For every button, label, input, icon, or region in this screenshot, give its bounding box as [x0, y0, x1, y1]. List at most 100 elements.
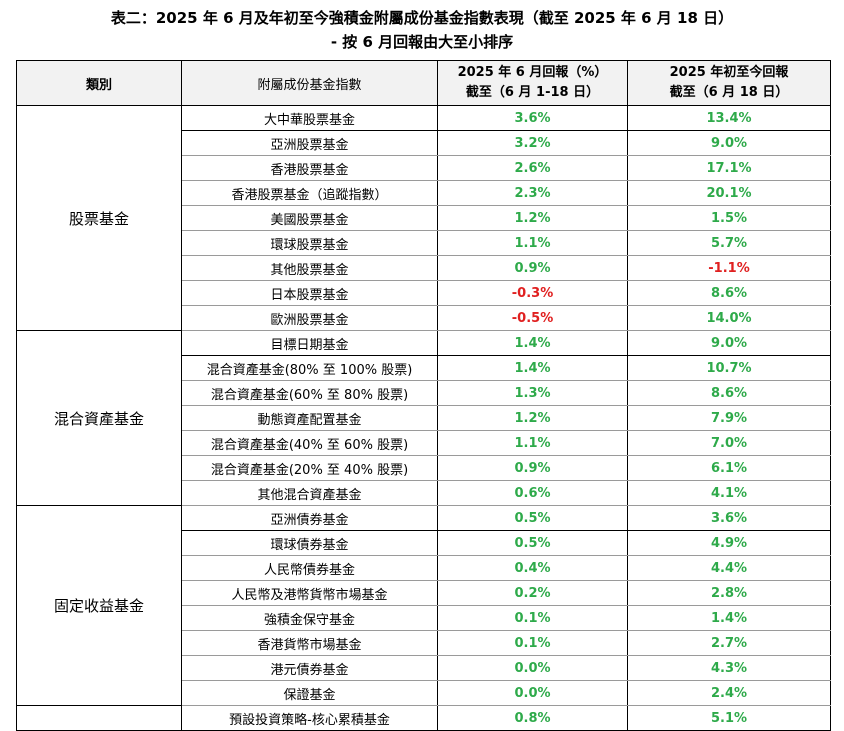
june-return-value: 1.1%: [437, 230, 628, 256]
june-return-value: 0.6%: [437, 480, 628, 506]
table-row: 混合資產基金(80% 至 100% 股票) 1.4% 10.7%: [17, 355, 831, 381]
category-cell: [16, 705, 182, 731]
ytd-return-value: 17.1%: [627, 155, 831, 181]
ytd-return-value: 2.7%: [627, 630, 831, 656]
table-row: 其他股票基金 0.9% -1.1%: [17, 255, 831, 281]
june-return-value: -0.5%: [437, 305, 628, 331]
category-cell: 混合資產基金: [16, 330, 182, 506]
ytd-return-value: 7.0%: [627, 430, 831, 456]
june-return-value: 1.4%: [437, 330, 628, 356]
ytd-return-value: -1.1%: [627, 255, 831, 281]
header-ytd-return: 2025 年初至今回報 截至（6 月 18 日）: [627, 60, 831, 106]
june-return-value: 0.2%: [437, 580, 628, 606]
june-return-value: 2.6%: [437, 155, 628, 181]
ytd-return-value: 4.3%: [627, 655, 831, 681]
table-row: 固定收益基金 亞洲債券基金 0.5% 3.6%: [16, 505, 831, 706]
table-row: 美國股票基金 1.2% 1.5%: [17, 205, 831, 231]
june-return-value: 0.9%: [437, 255, 628, 281]
table-row: 歐洲股票基金 -0.5% 14.0%: [17, 305, 831, 331]
table-row: 動態資產配置基金 1.2% 7.9%: [17, 405, 831, 431]
fund-index-name: 混合資產基金(20% 至 40% 股票): [181, 455, 438, 481]
table-row: 人民幣債券基金 0.4% 4.4%: [17, 555, 831, 581]
ytd-return-value: 9.0%: [627, 330, 831, 356]
june-return-value: 1.2%: [437, 405, 628, 431]
ytd-return-value: 7.9%: [627, 405, 831, 431]
fund-index-name: 人民幣及港幣貨幣市場基金: [181, 580, 438, 606]
fund-index-name: 環球股票基金: [181, 230, 438, 256]
table-title: 表二：2025 年 6 月及年初至今強積金附屬成份基金指數表現（截至 2025 …: [0, 0, 844, 54]
june-return-value: 0.0%: [437, 680, 628, 706]
ytd-return-value: 4.4%: [627, 555, 831, 581]
table-header: 類別 附屬成份基金指數 2025 年 6 月回報（%） 截至（6 月 1-18 …: [16, 60, 831, 106]
ytd-return-value: 4.1%: [627, 480, 831, 506]
ytd-return-value: 1.4%: [627, 605, 831, 631]
title-line-2: - 按 6 月回報由大至小排序: [330, 33, 514, 51]
fund-index-name: 香港股票基金（追蹤指數）: [181, 180, 438, 206]
fund-index-name: 亞洲債券基金: [181, 505, 438, 531]
ytd-return-value: 10.7%: [627, 355, 831, 381]
category-cell: 股票基金: [16, 105, 182, 331]
header-ytd-line-2: 截至（6 月 18 日）: [669, 85, 789, 100]
ytd-return-value: 1.5%: [627, 205, 831, 231]
header-index: 附屬成份基金指數: [181, 60, 438, 106]
june-return-value: 0.8%: [437, 705, 628, 731]
fund-index-name: 港元債券基金: [181, 655, 438, 681]
ytd-return-value: 20.1%: [627, 180, 831, 206]
fund-index-name: 其他混合資產基金: [181, 480, 438, 506]
june-return-value: 1.2%: [437, 205, 628, 231]
header-category: 類別: [16, 60, 182, 106]
fund-index-name: 香港貨幣市場基金: [181, 630, 438, 656]
fund-index-name: 歐洲股票基金: [181, 305, 438, 331]
june-return-value: 0.4%: [437, 555, 628, 581]
table-row: 環球債券基金 0.5% 4.9%: [17, 530, 831, 556]
june-return-value: 3.2%: [437, 130, 628, 156]
june-return-value: 3.6%: [437, 105, 628, 131]
table-body: 股票基金 大中華股票基金 3.6% 13.4% 亞洲股票基金 3.2% 9.0% 香港股票基金…: [16, 105, 831, 731]
fund-index-name: 環球債券基金: [181, 530, 438, 556]
ytd-return-value: 2.4%: [627, 680, 831, 706]
fund-index-name: 其他股票基金: [181, 255, 438, 281]
table-row: 強積金保守基金 0.1% 1.4%: [17, 605, 831, 631]
header-june-line-2: 截至（6 月 1-18 日）: [465, 85, 600, 100]
category-cell: 固定收益基金: [16, 505, 182, 706]
table-row: 日本股票基金 -0.3% 8.6%: [17, 280, 831, 306]
table-row: 預設投資策略-核心累積基金 0.8% 5.1%: [16, 705, 831, 731]
fund-index-name: 人民幣債券基金: [181, 555, 438, 581]
title-line-1: 表二：2025 年 6 月及年初至今強積金附屬成份基金指數表現（截至 2025 …: [110, 9, 734, 27]
june-return-value: 0.0%: [437, 655, 628, 681]
table-row: 香港股票基金 2.6% 17.1%: [17, 155, 831, 181]
fund-index-name: 日本股票基金: [181, 280, 438, 306]
table-row: 香港貨幣市場基金 0.1% 2.7%: [17, 630, 831, 656]
ytd-return-value: 8.6%: [627, 380, 831, 406]
fund-index-name: 混合資產基金(40% 至 60% 股票): [181, 430, 438, 456]
table-row: 香港股票基金（追蹤指數） 2.3% 20.1%: [17, 180, 831, 206]
table-row: 混合資產基金(60% 至 80% 股票) 1.3% 8.6%: [17, 380, 831, 406]
june-return-value: 2.3%: [437, 180, 628, 206]
june-return-value: 1.1%: [437, 430, 628, 456]
fund-index-name: 目標日期基金: [181, 330, 438, 356]
table-row: 混合資產基金 目標日期基金 1.4% 9.0%: [16, 330, 831, 506]
fund-index-name: 強積金保守基金: [181, 605, 438, 631]
june-return-value: 0.1%: [437, 630, 628, 656]
june-return-value: -0.3%: [437, 280, 628, 306]
fund-index-name: 大中華股票基金: [181, 105, 438, 131]
ytd-return-value: 5.1%: [627, 705, 831, 731]
ytd-return-value: 6.1%: [627, 455, 831, 481]
fund-index-name: 預設投資策略-核心累積基金: [181, 705, 438, 731]
ytd-return-value: 13.4%: [627, 105, 831, 131]
fund-index-name: 美國股票基金: [181, 205, 438, 231]
fund-index-name: 混合資產基金(80% 至 100% 股票): [181, 355, 438, 381]
fund-index-name: 亞洲股票基金: [181, 130, 438, 156]
fund-index-name: 保證基金: [181, 680, 438, 706]
header-june-return: 2025 年 6 月回報（%） 截至（6 月 1-18 日）: [437, 60, 628, 106]
june-return-value: 1.4%: [437, 355, 628, 381]
ytd-return-value: 4.9%: [627, 530, 831, 556]
fund-index-name: 香港股票基金: [181, 155, 438, 181]
june-return-value: 0.5%: [437, 530, 628, 556]
june-return-value: 0.5%: [437, 505, 628, 531]
header-ytd-line-1: 2025 年初至今回報: [669, 65, 789, 80]
ytd-return-value: 2.8%: [627, 580, 831, 606]
ytd-return-value: 5.7%: [627, 230, 831, 256]
june-return-value: 0.9%: [437, 455, 628, 481]
ytd-return-value: 9.0%: [627, 130, 831, 156]
